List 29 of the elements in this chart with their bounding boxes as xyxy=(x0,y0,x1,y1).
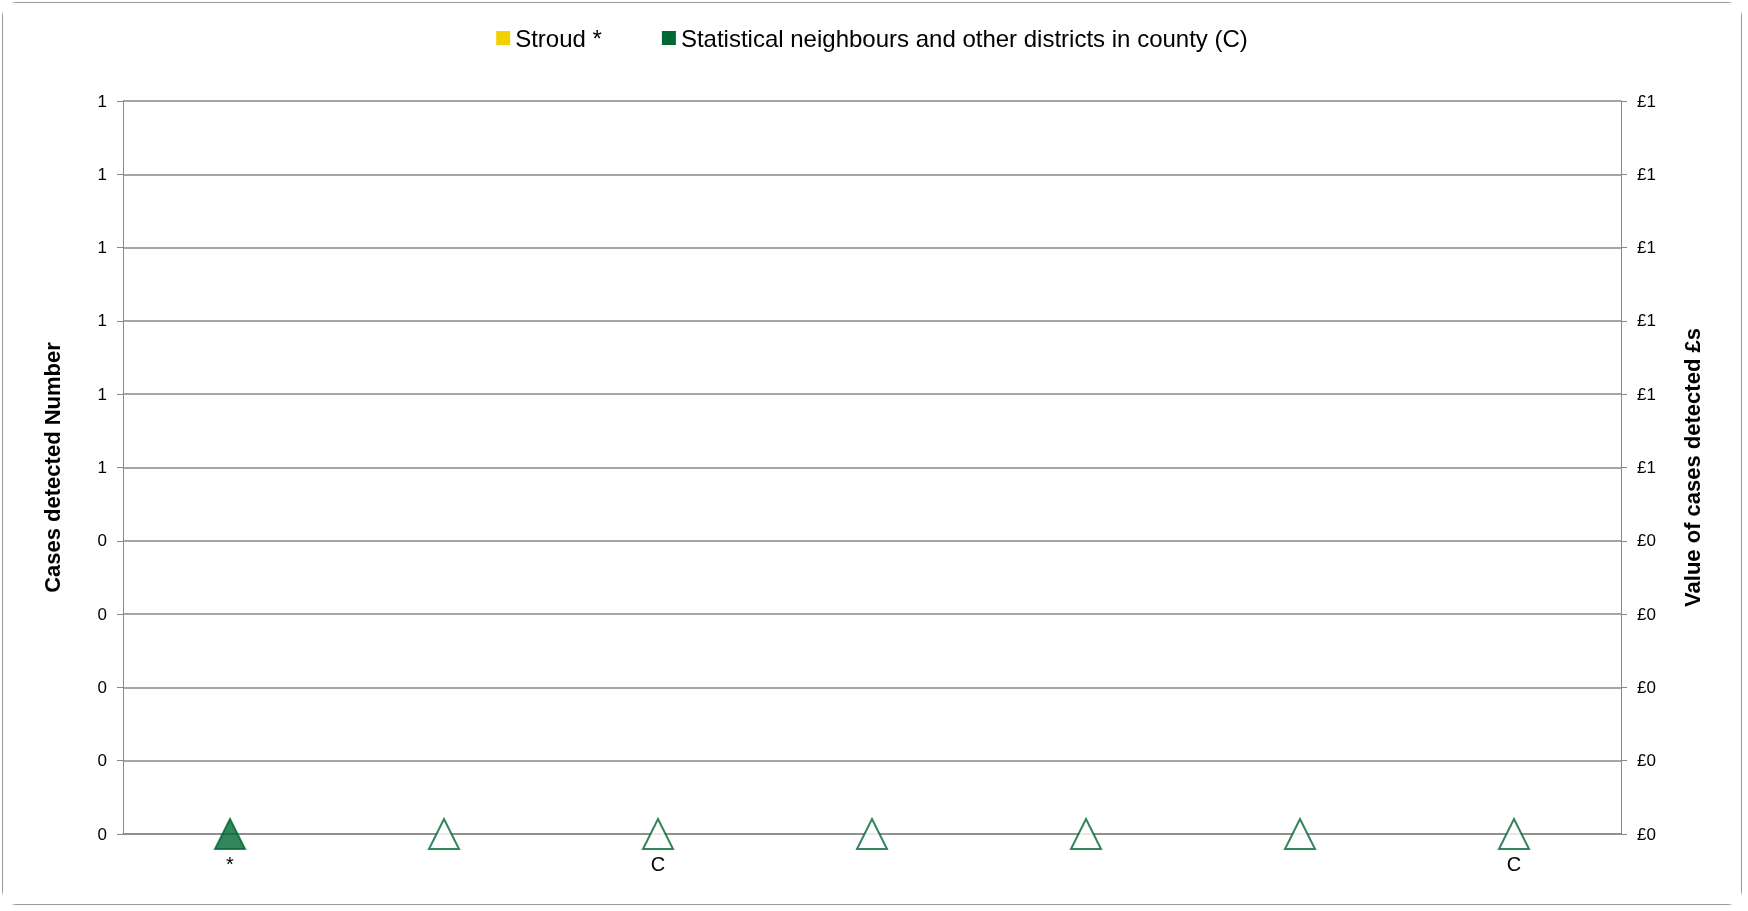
y2-tick-label: £1 xyxy=(1637,238,1656,258)
y-axis-title: Cases detected Number xyxy=(39,341,65,593)
legend-label: Stroud * xyxy=(515,24,602,52)
y2-tick-label: £1 xyxy=(1637,164,1656,184)
x-tick-label: C xyxy=(1506,853,1522,875)
y-tick-label: 0 xyxy=(97,824,107,844)
y2-tick-label: £1 xyxy=(1637,311,1656,331)
y-tick-label: 1 xyxy=(97,91,107,111)
y2-tick-label: £0 xyxy=(1637,677,1656,697)
y2-tick-label: £1 xyxy=(1637,458,1656,477)
y-tick-label: 1 xyxy=(97,384,107,404)
y-tick-label: 0 xyxy=(97,604,107,624)
y-tick-label: 1 xyxy=(97,238,107,258)
y2-tick-label: £0 xyxy=(1637,531,1656,551)
y2-tick-label: £1 xyxy=(1637,384,1656,404)
x-tick-label: C xyxy=(650,853,666,875)
y-tick-label: 1 xyxy=(97,311,107,331)
y-tick-label: 0 xyxy=(97,751,107,771)
y2-tick-label: £0 xyxy=(1637,824,1656,844)
y-tick-label: 0 xyxy=(97,677,107,697)
y-tick-label: 0 xyxy=(97,531,107,551)
y-tick-label: 1 xyxy=(97,164,107,184)
y2-tick-label: £0 xyxy=(1637,604,1656,624)
y2-tick-label: £0 xyxy=(1637,751,1656,771)
y-tick-label: 1 xyxy=(97,458,107,477)
legend-label: Statistical neighbours and other districts in county (C) xyxy=(680,24,1248,52)
x-tick-label: * xyxy=(226,853,235,875)
y2-tick-label: £1 xyxy=(1637,91,1656,111)
y2-axis-title: Value of cases detected £s xyxy=(1679,328,1705,607)
